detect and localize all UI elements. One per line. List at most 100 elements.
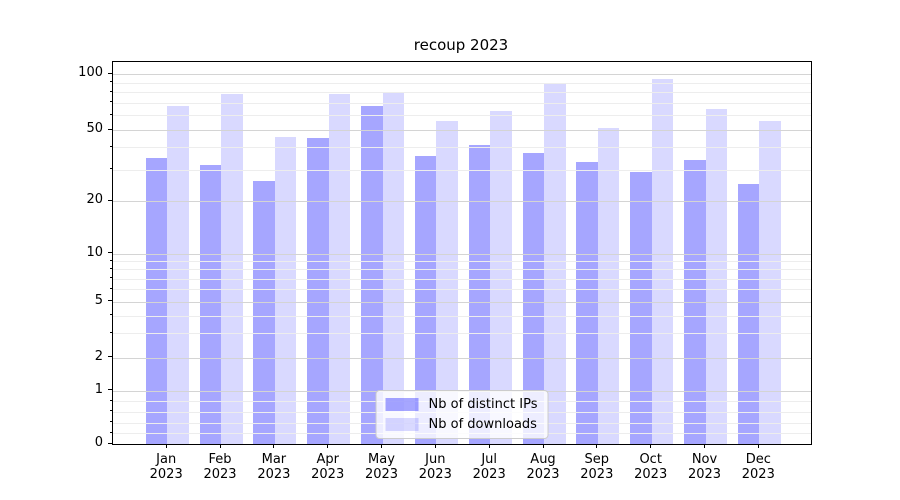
x-tick-label-apr: Apr 2023 [311,452,345,482]
gridline-minor [113,169,811,171]
x-tick-mark [434,444,436,448]
y-minor-tick-mark [110,287,112,289]
legend-swatch [385,398,419,411]
gridline-minor [113,115,811,117]
y-tick-mark [108,72,112,74]
gridline-minor [113,333,811,334]
x-tick-label-feb: Feb 2023 [203,452,237,482]
x-tick-label-nov: Nov 2023 [687,452,722,482]
x-tick-label-mar: Mar 2023 [257,452,291,482]
bar-downloads-apr [328,94,351,444]
y-minor-tick-mark [110,431,112,433]
y-tick-label: 10 [86,244,103,260]
plot-area: Nb of distinct IPs Nb of downloads [112,61,812,445]
gridline-minor [113,289,811,291]
y-tick-label: 50 [86,121,103,136]
x-tick-mark [542,444,544,448]
bar-distinct-ips-jan [145,157,168,444]
y-tick-mark [108,356,112,358]
y-minor-tick-mark [110,331,112,333]
x-tick-label-may: May 2023 [364,452,399,482]
y-minor-tick-mark [110,168,112,170]
bar-downloads-sep [597,128,620,444]
bar-distinct-ips-may [361,106,383,444]
bar-downloads-feb [221,94,243,444]
gridline-major [113,74,811,76]
y-minor-tick-mark [110,145,112,147]
y-tick-label: 5 [94,292,103,308]
legend-swatch [385,418,419,431]
y-minor-tick-mark [110,101,112,103]
bar-distinct-ips-sep [576,162,598,444]
bar-downloads-jan [167,106,189,444]
x-tick-label-jul: Jul 2023 [472,452,506,482]
x-tick-mark [650,444,652,448]
gridline-minor [113,278,811,280]
bar-distinct-ips-jul [468,145,491,444]
legend: Nb of distinct IPs Nb of downloads [375,390,549,439]
gridline-minor [113,82,811,84]
bar-distinct-ips-oct [630,172,652,444]
y-tick-label: 0 [94,435,103,450]
x-tick-mark [596,444,598,448]
gridline-minor [113,92,811,94]
chart-title: recoup 2023 [413,36,509,54]
bar-downloads-aug [544,82,566,444]
y-minor-tick-mark [110,113,112,115]
gridline-major [113,357,811,359]
x-tick-label-jun: Jun 2023 [418,452,452,482]
y-tick-mark [108,442,112,444]
y-minor-tick-mark [110,267,112,269]
bar-distinct-ips-mar [253,180,275,444]
y-minor-tick-mark [110,259,112,261]
x-tick-mark [219,444,221,448]
gridline-major [113,253,811,255]
gridline-minor [113,261,811,263]
bar-distinct-ips-aug [522,153,544,444]
bar-downloads-may [382,92,405,444]
x-tick-mark [757,444,759,448]
y-minor-tick-mark [110,277,112,278]
y-tick-label: 2 [94,348,103,364]
x-tick-label-dec: Dec 2023 [741,452,775,482]
legend-item: Nb of distinct IPs [385,397,538,412]
bar-downloads-mar [274,136,297,444]
y-tick-mark [108,252,112,254]
gridline-minor [113,269,811,271]
y-tick-mark [108,128,112,130]
bar-distinct-ips-dec [737,183,760,444]
y-minor-tick-mark [110,314,112,315]
x-tick-label-aug: Aug 2023 [526,452,560,482]
legend-label: Nb of distinct IPs [428,397,538,412]
bar-downloads-jul [490,111,512,444]
x-tick-mark [381,444,382,448]
gridline-minor [113,315,811,317]
gridline-major [113,301,811,303]
y-tick-label: 1 [94,381,103,397]
gridline-major [113,130,811,131]
x-tick-label-jan: Jan 2023 [149,452,183,482]
bar-distinct-ips-jun [414,155,437,444]
y-tick-label: 100 [78,65,103,81]
legend-label: Nb of downloads [428,417,537,432]
x-tick-label-oct: Oct 2023 [634,452,668,482]
y-tick-mark [108,389,112,390]
gridline-major [113,201,811,202]
x-tick-mark [327,444,329,448]
bar-distinct-ips-apr [307,138,329,444]
y-tick-mark [108,300,112,302]
x-tick-mark [704,444,705,448]
x-tick-label-sep: Sep 2023 [580,452,614,482]
x-tick-mark [273,444,275,448]
bar-distinct-ips-feb [199,164,222,444]
y-minor-tick-mark [110,81,112,83]
gridline-minor [113,147,811,149]
y-minor-tick-mark [110,421,112,423]
y-minor-tick-mark [110,410,112,412]
y-tick-label: 20 [86,192,103,207]
y-tick-mark [108,199,112,201]
y-minor-tick-mark [110,90,112,92]
bar-downloads-nov [705,108,727,444]
x-tick-mark [165,444,167,448]
